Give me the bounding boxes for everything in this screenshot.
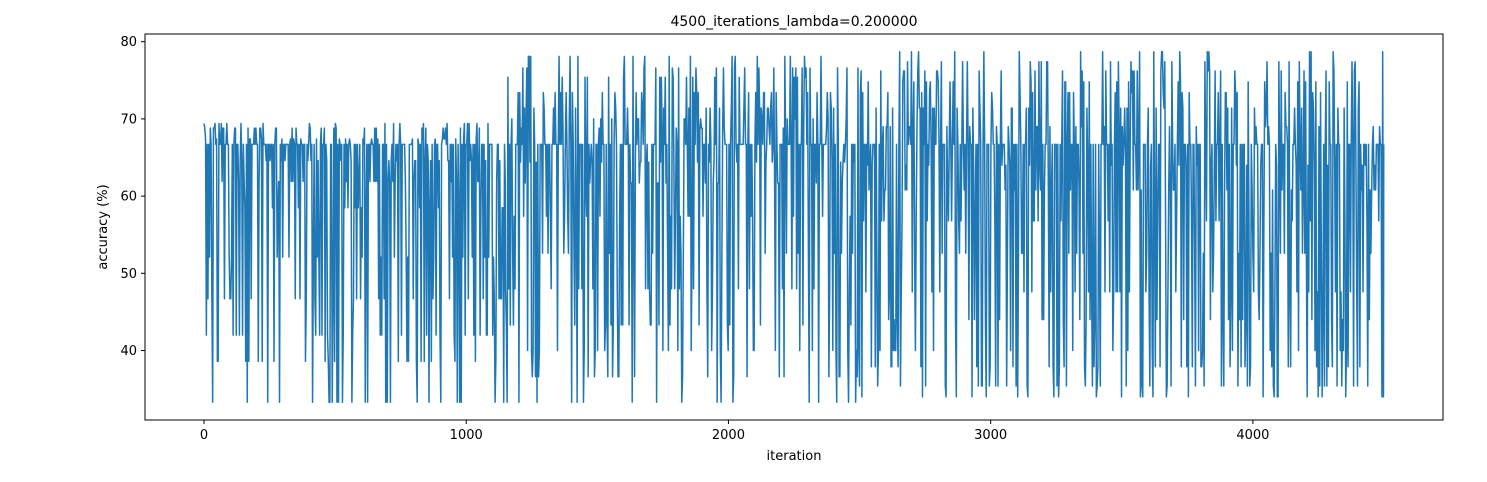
x-tick-label: 2000: [712, 428, 745, 443]
accuracy-series-line: [203, 51, 1385, 403]
x-tick-label: 0: [200, 428, 208, 443]
x-tick-label: 1000: [450, 428, 483, 443]
plot-frame: [144, 33, 1444, 421]
y-tick-label: 80: [120, 35, 137, 50]
series-layer: [203, 51, 1385, 403]
y-axis-label: accuracy (%): [96, 184, 111, 269]
y-tick-label: 40: [120, 344, 137, 359]
chart-title: 4500_iterations_lambda=0.200000: [670, 14, 917, 30]
y-axis: 40 50 60 70 80: [120, 35, 145, 359]
y-tick-label: 50: [120, 267, 137, 282]
y-tick-label: 60: [120, 190, 137, 205]
x-tick-label: 3000: [974, 428, 1007, 443]
x-axis-label: iteration: [767, 449, 822, 464]
x-axis: 0 1000 2000 3000 4000: [200, 420, 1269, 443]
x-tick-label: 4000: [1236, 428, 1269, 443]
y-tick-label: 70: [120, 112, 137, 127]
